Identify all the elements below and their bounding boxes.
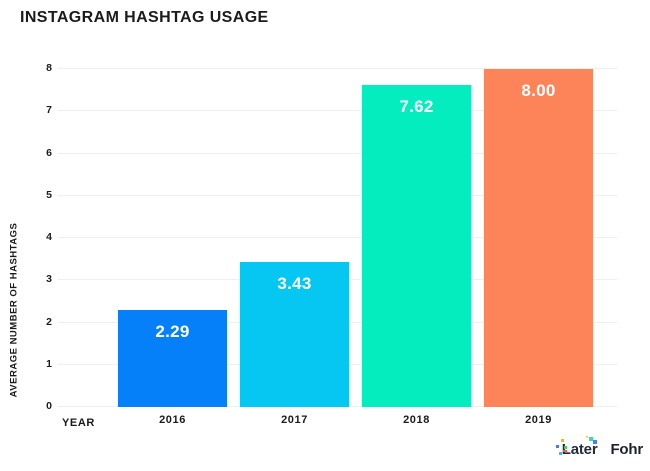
bar-2019: 8.00	[484, 69, 593, 407]
later-spark-teal-icon	[589, 437, 594, 441]
later-logo: Later	[555, 436, 598, 458]
ytick-label-7: 7	[46, 104, 52, 117]
ytick-label-1: 1	[46, 357, 52, 370]
ytick-label-4: 4	[46, 231, 52, 243]
gridline-y7	[58, 110, 617, 112]
later-sparkle-green-icon	[563, 446, 567, 449]
later-spark-yellow-icon	[586, 436, 589, 438]
ytick-label-2: 2	[46, 315, 52, 328]
later-sparkle-yellow-icon	[560, 439, 564, 442]
later-logo-text: Later	[561, 441, 598, 458]
later-sparkle-red-icon	[562, 450, 567, 452]
gridline-y8	[58, 68, 617, 69]
y-axis-title: AVERAGE NUMBER OF HASHTAGS	[8, 222, 20, 398]
footer-brands: Later Fohr	[555, 436, 643, 458]
bar-value-label-2016: 2.29	[155, 322, 190, 342]
ytick-label-3: 3	[46, 273, 52, 286]
later-spark-blue-icon	[593, 440, 598, 444]
fohr-logo: Fohr	[610, 441, 643, 458]
ytick-label-0: 0	[46, 400, 52, 412]
xtick-label-2018: 2018	[403, 414, 430, 426]
x-axis-title: YEAR	[62, 417, 95, 429]
bar-2016: 2.29	[118, 310, 227, 407]
bar-value-label-2017: 3.43	[277, 274, 312, 294]
gridline-y4	[58, 237, 617, 238]
xtick-label-2017: 2017	[281, 414, 308, 426]
xtick-label-2019: 2019	[525, 414, 552, 426]
ytick-label-8: 8	[46, 62, 52, 74]
ytick-label-6: 6	[46, 146, 52, 159]
bar-value-label-2019: 8.00	[521, 81, 556, 100]
later-sparkle-indigo-icon	[555, 445, 559, 448]
xtick-label-2016: 2016	[159, 414, 186, 426]
gridline-y6	[58, 152, 617, 154]
ytick-label-5: 5	[46, 188, 52, 201]
gridline-y5	[58, 194, 617, 196]
bar-value-label-2018: 7.62	[399, 97, 434, 117]
plot-area: 0 1 2 3 4 5 6 7 8 2.29 2016 3.43 2017 7.62 2018 8.00 201…	[46, 62, 617, 426]
bar-2018: 7.62	[362, 85, 471, 407]
later-sparkle-teal-icon	[558, 452, 562, 455]
bar-2017: 3.43	[240, 262, 349, 407]
chart-title: INSTAGRAM HASHTAG USAGE	[20, 9, 269, 26]
